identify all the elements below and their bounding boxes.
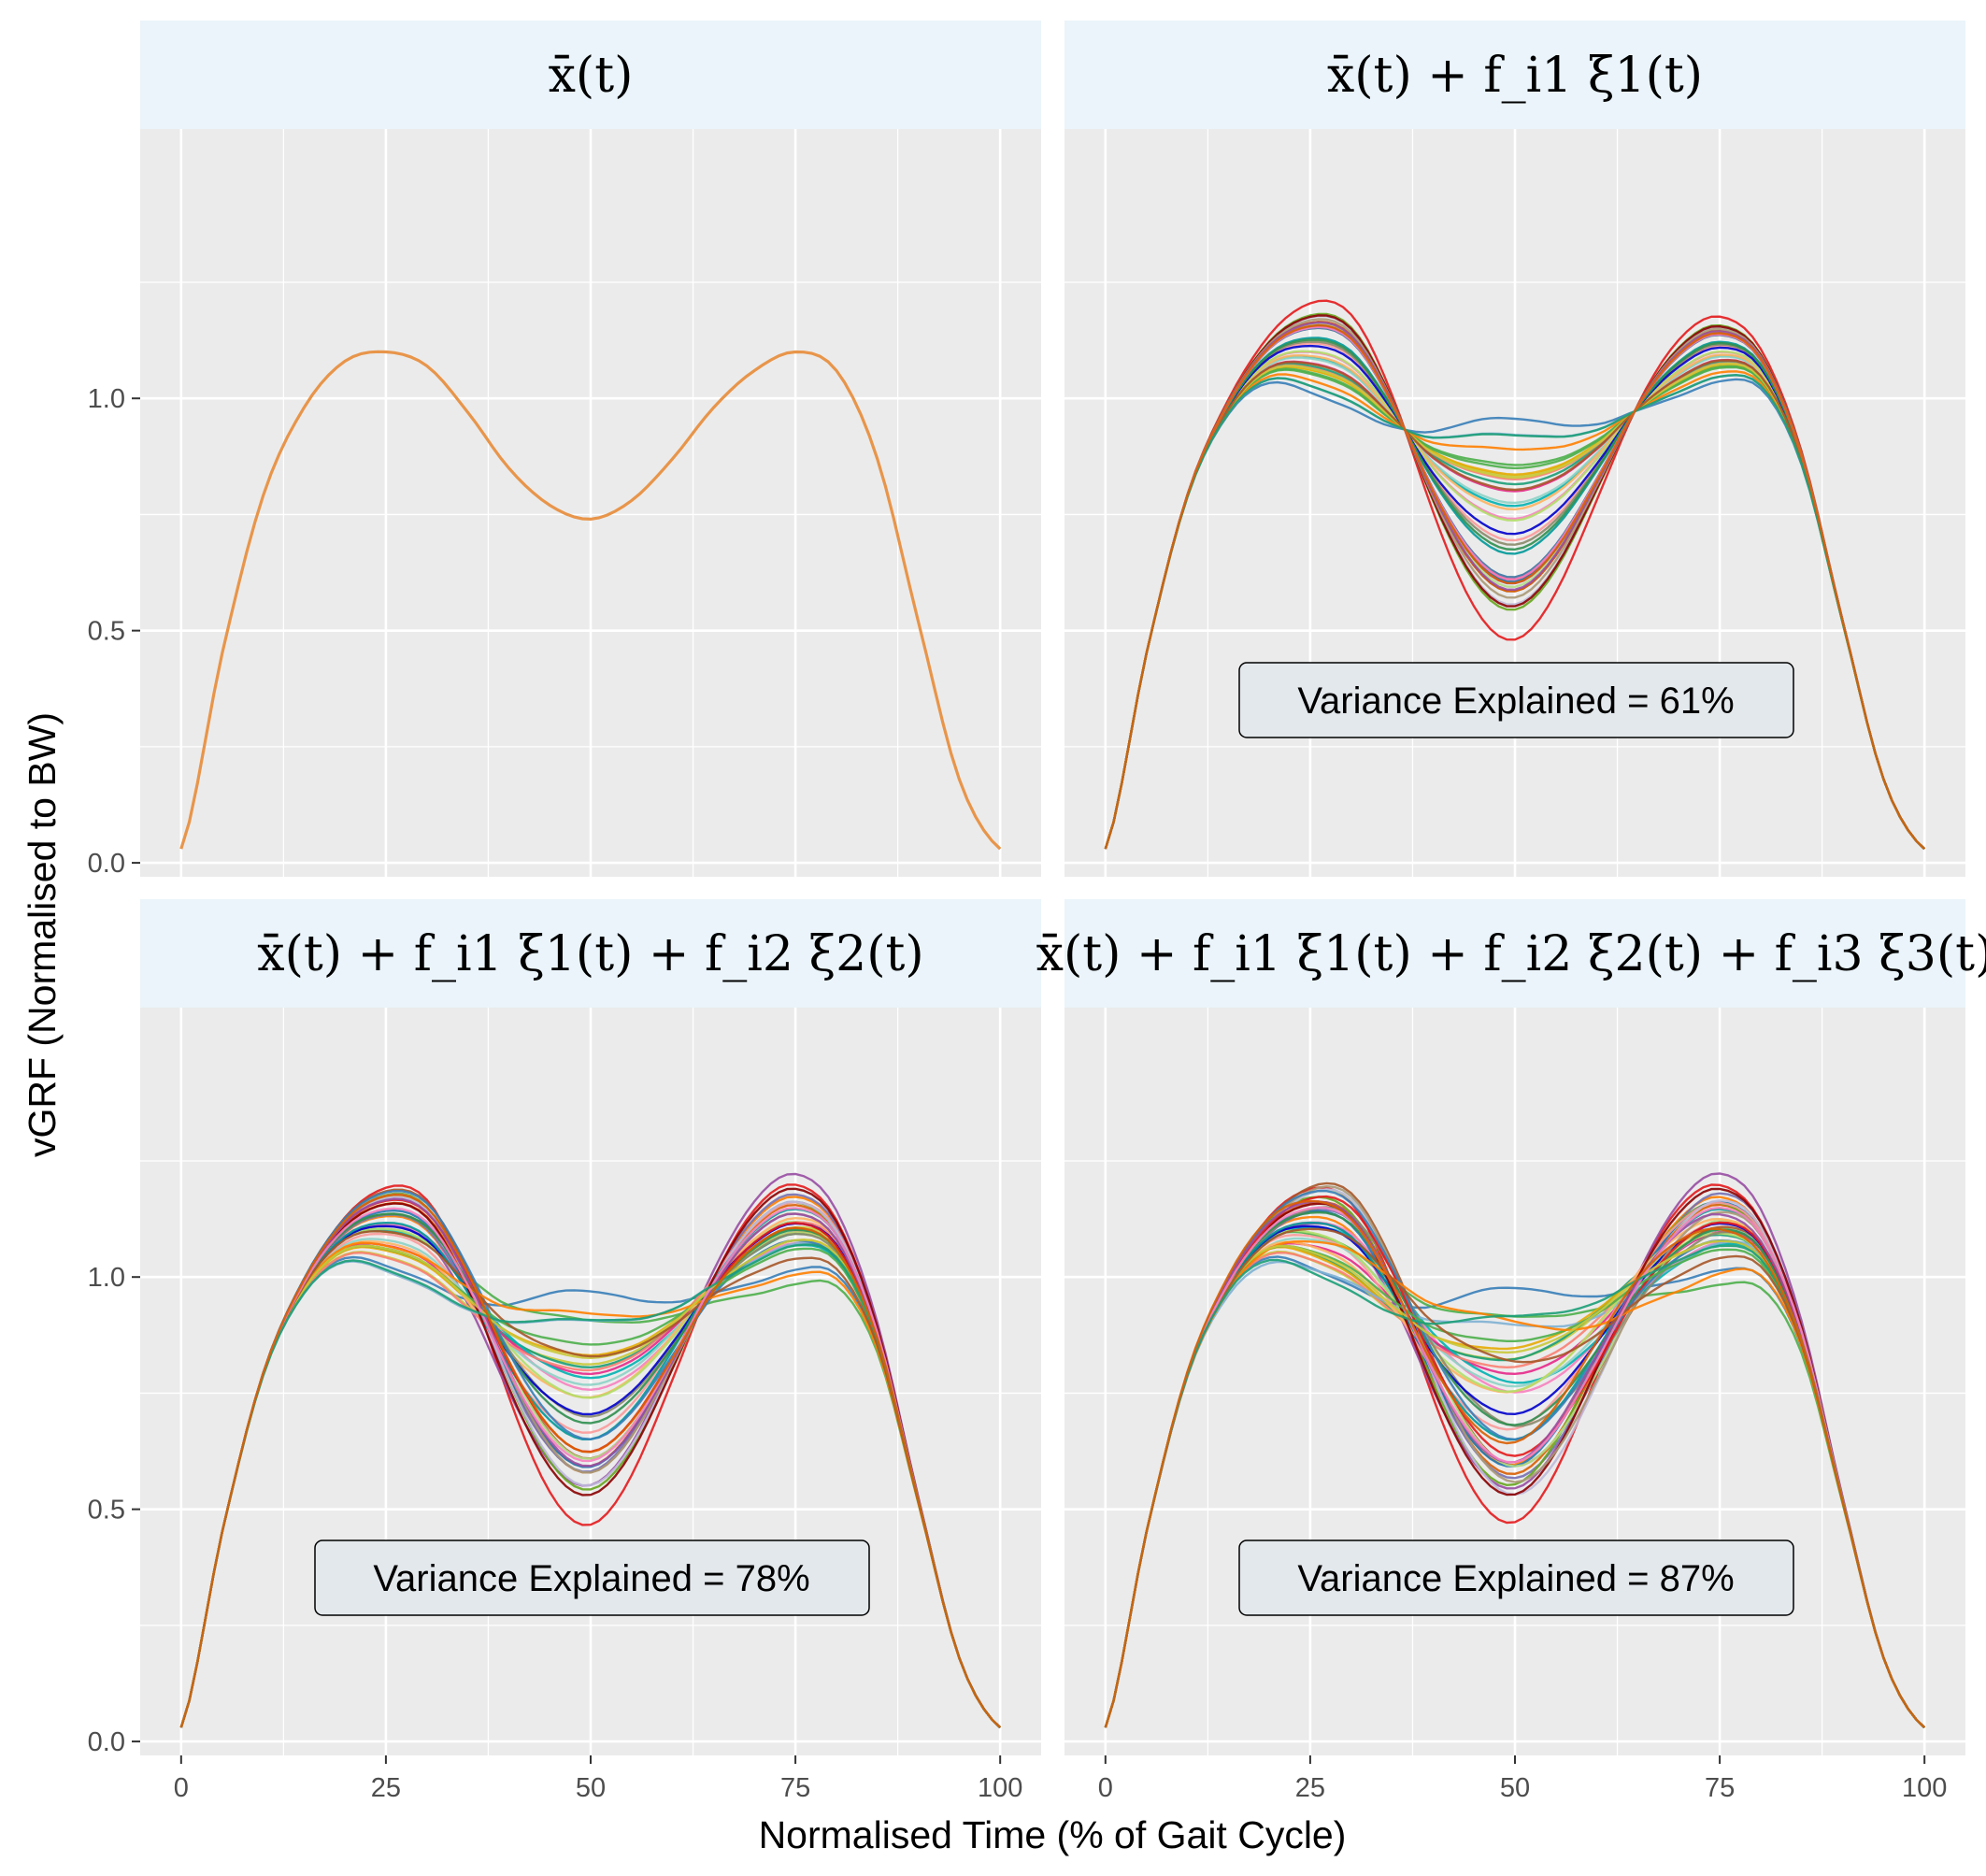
x-tick-label: 50: [1500, 1773, 1530, 1803]
variance-label-text: Variance Explained = 61%: [1297, 680, 1734, 722]
panel-fpc2: x̄(t) + f_i1 ξ1(t) + f_i2 ξ2(t) Variance…: [140, 899, 1041, 1755]
x-tick-label: 0: [174, 1773, 189, 1803]
reconstruction-curve: [179, 1193, 1002, 1729]
strip-background: [140, 21, 1041, 129]
y-tick-label: 0.0: [88, 849, 125, 879]
y-tick-label: 1.0: [88, 384, 125, 414]
y-axis-title: vGRF (Normalised to BW): [21, 712, 64, 1157]
y-tick-label: 0.0: [88, 1727, 125, 1757]
grid: [140, 129, 1041, 877]
strip-title: x̄(t): [549, 48, 634, 104]
reconstruction-curve: [179, 1229, 1002, 1729]
reconstruction-curve: [1104, 1239, 1926, 1729]
curves: [179, 1172, 1002, 1729]
variance-label-text: Variance Explained = 78%: [373, 1558, 809, 1599]
variance-label: Variance Explained = 61%: [1238, 662, 1794, 738]
reconstruction-curve: [179, 1207, 1002, 1729]
variance-label: Variance Explained = 87%: [1238, 1539, 1794, 1616]
reconstruction-curve: [1104, 373, 1926, 851]
reconstruction-curve: [1104, 1199, 1926, 1729]
variance-label-box: [1238, 1539, 1794, 1616]
x-tick-label: 75: [780, 1773, 810, 1803]
variance-label-text: Variance Explained = 87%: [1297, 1558, 1734, 1599]
x-tick-label: 50: [576, 1773, 606, 1803]
reconstruction-curve: [179, 1241, 1002, 1729]
strip-background: [1064, 899, 1965, 1008]
variance-label: Variance Explained = 78%: [314, 1539, 870, 1616]
panel-fpc3: x̄(t) + f_i1 ξ1(t) + f_i2 ξ2(t) + f_i3 ξ…: [1036, 899, 1986, 1755]
variance-label-box: [314, 1539, 870, 1616]
x-tick-label: 75: [1705, 1773, 1735, 1803]
strip-title: x̄(t) + f_i1 ξ1(t) + f_i2 ξ2(t): [257, 926, 923, 982]
strip-background: [1064, 21, 1965, 129]
curves: [179, 350, 1002, 851]
x-tick-label: 100: [978, 1773, 1022, 1803]
mean-curve: [179, 350, 1002, 851]
grid: [1064, 129, 1965, 877]
strip-background: [140, 899, 1041, 1008]
y-tick-label: 0.5: [88, 1496, 125, 1525]
curves: [1104, 299, 1926, 851]
curves: [1104, 1172, 1926, 1729]
x-axis-left: 0 25 50 75 100: [174, 1755, 1022, 1803]
variance-label-box: [1238, 662, 1794, 738]
x-tick-label: 25: [1295, 1773, 1325, 1803]
y-tick-label: 1.0: [88, 1263, 125, 1293]
x-tick-label: 100: [1902, 1773, 1947, 1803]
x-tick-label: 25: [371, 1773, 401, 1803]
panel-fpc1: x̄(t) + f_i1 ξ1(t) Variance Explained = …: [1064, 21, 1965, 877]
reconstruction-curve: [1104, 1206, 1926, 1729]
x-tick-label: 0: [1098, 1773, 1113, 1803]
reconstruction-curve: [1104, 1227, 1926, 1729]
panel-mean: x̄(t): [140, 21, 1041, 877]
y-axis-top: 0.0 0.5 1.0: [88, 384, 140, 879]
grid: [140, 1008, 1041, 1755]
x-axis-right: 0 25 50 75 100: [1098, 1755, 1947, 1803]
y-axis-bottom: 0.0 0.5 1.0: [88, 1263, 140, 1757]
strip-title: x̄(t) + f_i1 ξ1(t): [1327, 48, 1703, 104]
reconstruction-curve: [1104, 323, 1926, 851]
reconstruction-curve: [1104, 359, 1926, 851]
strip-title: x̄(t) + f_i1 ξ1(t) + f_i2 ξ2(t) + f_i3 ξ…: [1036, 926, 1986, 982]
y-tick-label: 0.5: [88, 617, 125, 647]
x-axis-title: Normalised Time (% of Gait Cycle): [759, 1813, 1347, 1856]
